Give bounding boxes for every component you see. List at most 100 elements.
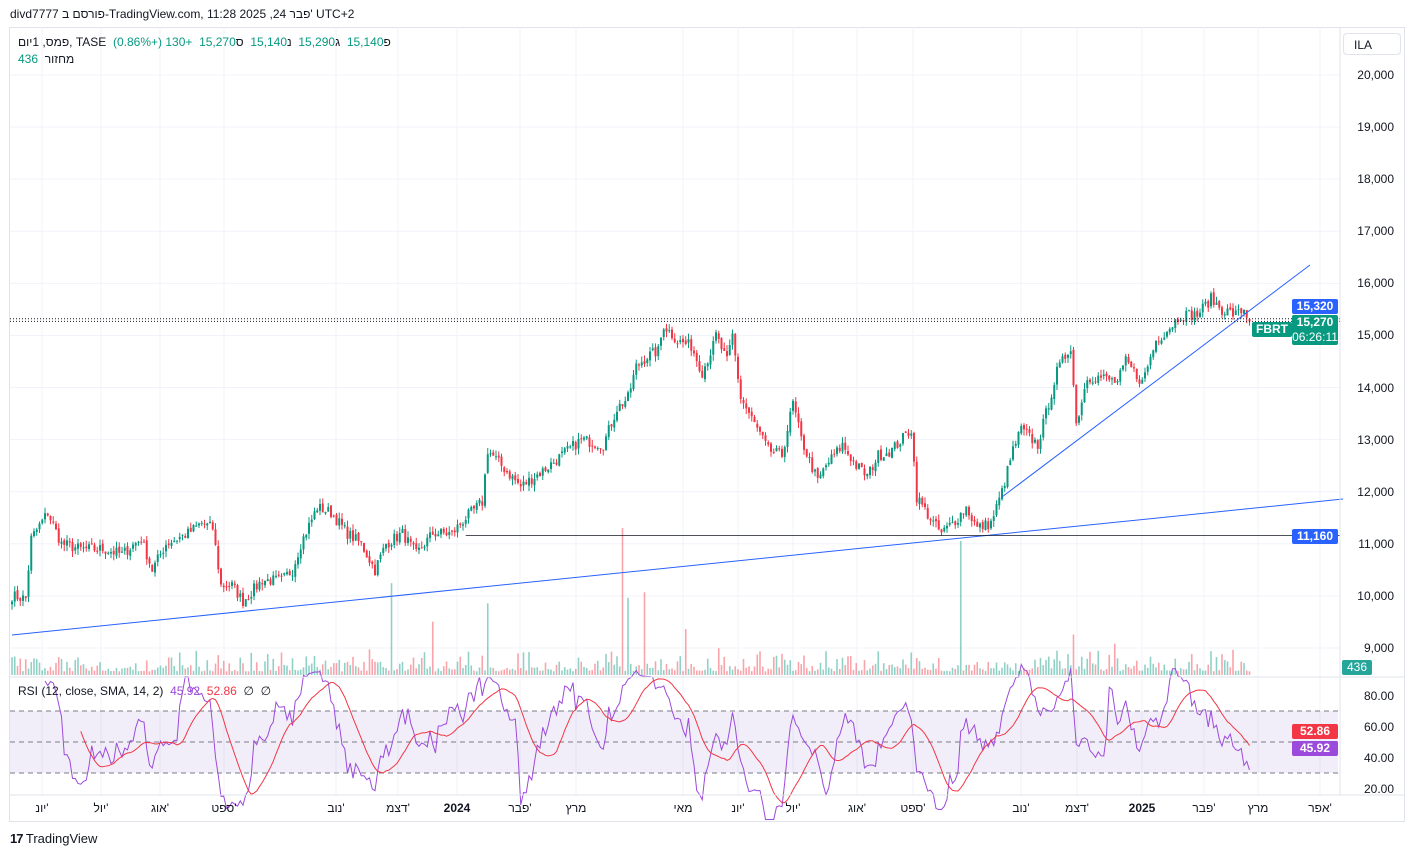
- price-axis-label: 18,000: [1357, 172, 1394, 187]
- volume-bar: [709, 668, 712, 675]
- candle-body: [396, 534, 398, 542]
- volume-bar: [1245, 670, 1248, 675]
- candle-body: [508, 471, 511, 479]
- volume-bar: [533, 667, 536, 675]
- candle-body: [1034, 439, 1036, 443]
- volume-bar: [286, 665, 288, 675]
- volume-bar: [156, 667, 159, 675]
- volume-bar: [530, 667, 533, 675]
- volume-bar: [412, 657, 415, 675]
- candle-body: [596, 448, 599, 450]
- candle-body: [442, 528, 445, 533]
- candle-body: [1245, 310, 1248, 318]
- candle-body: [1089, 379, 1091, 383]
- volume-bar: [151, 669, 154, 675]
- candle-body: [374, 564, 376, 575]
- volume-bar: [140, 670, 143, 675]
- volume-bar: [563, 667, 566, 675]
- volume-bar: [792, 670, 794, 675]
- volume-bar: [1171, 669, 1174, 675]
- candle-body: [288, 571, 291, 576]
- volume-bar: [657, 670, 660, 675]
- volume-bar: [297, 670, 299, 675]
- candle-body: [1141, 379, 1144, 384]
- volume-bar: [1124, 664, 1127, 675]
- volume-bar: [19, 658, 22, 675]
- volume-bar: [222, 660, 225, 675]
- volume-label[interactable]: מחזור: [44, 52, 75, 66]
- volume-bar: [684, 629, 687, 675]
- volume-bar: [981, 669, 984, 675]
- volume-bar: [1160, 670, 1163, 675]
- volume-bar: [767, 668, 770, 675]
- volume-bar: [393, 670, 396, 675]
- candle-body: [495, 456, 497, 458]
- support-price-tag: 11,160: [1292, 529, 1338, 544]
- volume-bar: [189, 665, 192, 675]
- volume-bar: [79, 665, 82, 675]
- candle-body: [52, 521, 55, 523]
- volume-bar: [503, 669, 506, 675]
- candle-body: [489, 453, 492, 455]
- candle-body: [503, 467, 506, 473]
- volume-bar: [1031, 668, 1034, 675]
- candle-body: [272, 575, 275, 586]
- volume-bar: [371, 659, 374, 675]
- candle-body: [475, 503, 478, 510]
- candle-body: [863, 468, 866, 476]
- candle-body: [915, 461, 918, 503]
- volume-bar: [1100, 669, 1102, 675]
- symbol-name[interactable]: פמס, 1יום, TASE: [18, 35, 107, 49]
- candle-body: [269, 579, 272, 585]
- candle-body: [129, 550, 132, 556]
- last-price: 15,270: [1296, 315, 1334, 329]
- volume-bar: [305, 656, 308, 675]
- candle-body: [387, 542, 390, 548]
- volume-bar: [629, 663, 632, 675]
- volume-bar: [178, 652, 181, 675]
- tradingview-logo[interactable]: 17 TradingView: [10, 831, 97, 846]
- candle-body: [1045, 408, 1047, 419]
- volume-bar: [759, 651, 761, 675]
- candle-body: [816, 468, 819, 478]
- volume-bar: [558, 661, 561, 675]
- volume-bar: [495, 670, 497, 675]
- volume-bar: [693, 666, 695, 675]
- volume-bar: [1179, 668, 1182, 675]
- candle-body: [932, 520, 935, 522]
- candle-body: [261, 583, 264, 585]
- volume-bar: [756, 654, 759, 675]
- volume-bar: [610, 651, 613, 675]
- trend-line: [11, 498, 1344, 636]
- volume-bar: [552, 671, 555, 675]
- candle-body: [104, 551, 107, 554]
- volume-bar: [324, 660, 327, 675]
- candle-body: [679, 340, 682, 343]
- volume-bar: [332, 663, 335, 675]
- volume-bar: [341, 671, 343, 675]
- candle-body: [341, 518, 343, 525]
- candle-body: [162, 552, 165, 554]
- volume-bar: [624, 670, 627, 675]
- volume-bar: [541, 670, 544, 675]
- candle-body: [1058, 362, 1061, 368]
- volume-bar: [1226, 661, 1229, 675]
- volume-bar: [1210, 651, 1212, 675]
- volume-bar: [1133, 665, 1135, 675]
- rsi-label[interactable]: RSI (12, close, SMA, 14, 2): [18, 684, 164, 698]
- candle-body: [1036, 440, 1039, 449]
- volume-bar: [572, 671, 574, 675]
- candle-body: [693, 350, 695, 354]
- candle-body: [35, 529, 38, 532]
- currency-button[interactable]: ILA: [1343, 33, 1401, 55]
- volume-bar: [731, 669, 734, 675]
- open-label: פ: [383, 35, 391, 49]
- candle-body: [937, 520, 940, 530]
- candle-body: [629, 388, 632, 393]
- volume-bar: [860, 670, 863, 675]
- volume-bar: [753, 666, 756, 675]
- candle-body: [770, 443, 772, 452]
- volume-bar: [231, 671, 233, 675]
- volume-bar: [143, 670, 145, 675]
